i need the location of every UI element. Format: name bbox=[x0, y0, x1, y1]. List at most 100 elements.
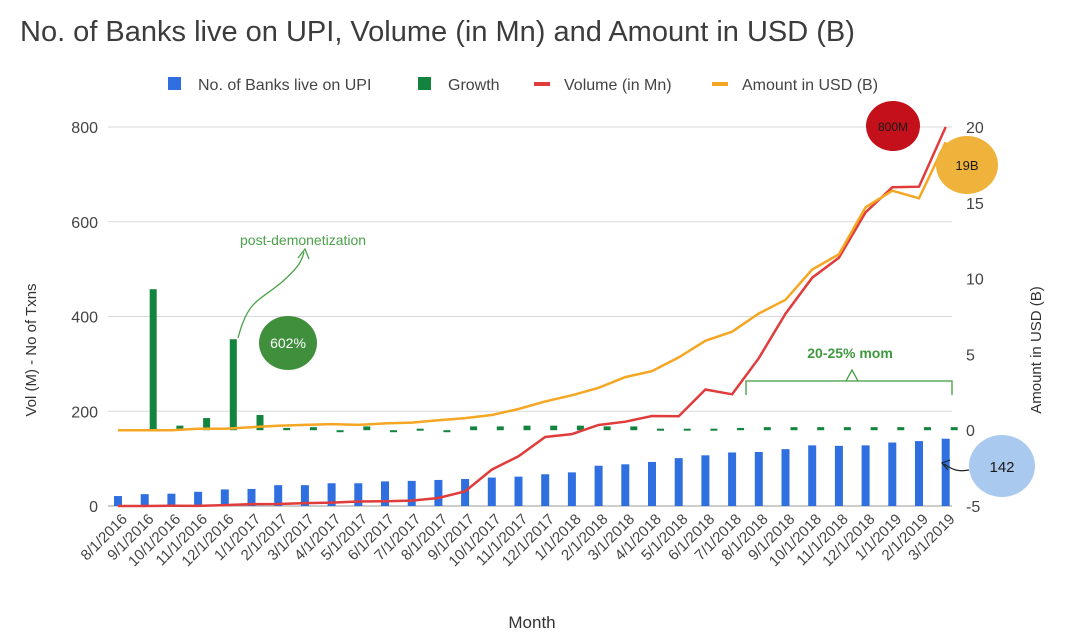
mom-label: 20-25% mom bbox=[807, 345, 893, 361]
volume-badge-label: 800M bbox=[878, 120, 908, 134]
volume-badge bbox=[866, 101, 920, 151]
growth-bar bbox=[924, 427, 931, 431]
legend-label: Growth bbox=[448, 77, 500, 94]
bank-bar bbox=[834, 445, 843, 506]
growth-bar bbox=[283, 427, 291, 431]
bank-bar bbox=[140, 494, 149, 506]
y-tick-label-right: 0 bbox=[966, 423, 975, 440]
growth-bar bbox=[790, 427, 798, 431]
growth-bar bbox=[496, 426, 504, 431]
legend-label: Amount in USD (B) bbox=[742, 77, 878, 94]
growth-bar bbox=[630, 426, 638, 431]
growth-bar bbox=[443, 430, 451, 433]
bank-bar bbox=[567, 472, 576, 506]
bank-bar bbox=[674, 458, 683, 506]
amount-badge-label: 19B bbox=[955, 158, 978, 173]
y-tick-label-right: 5 bbox=[966, 347, 975, 364]
post-demonetization-arrow bbox=[237, 251, 305, 339]
banks-badge-arrow bbox=[943, 463, 970, 472]
bank-bar bbox=[808, 445, 817, 506]
bank-bar bbox=[621, 464, 630, 506]
legend-swatch bbox=[712, 82, 728, 86]
mom-bracket bbox=[745, 380, 953, 395]
chart-title: No. of Banks live on UPI, Volume (in Mn)… bbox=[20, 16, 855, 48]
annotations: post-demonetization 602% 20-25% mom 800M 19B… bbox=[237, 101, 1035, 497]
growth-bar bbox=[763, 427, 771, 431]
arrowhead bbox=[297, 247, 310, 260]
bank-bar bbox=[300, 485, 309, 506]
y-tick-label-right: -5 bbox=[966, 499, 980, 516]
bank-bar bbox=[541, 474, 550, 506]
legend-swatch bbox=[418, 77, 431, 90]
y-tick-label-left: 800 bbox=[71, 120, 98, 137]
y-tick-label-right: 10 bbox=[966, 272, 984, 289]
y-tick-label-left: 200 bbox=[71, 404, 98, 421]
growth-bar bbox=[363, 426, 371, 431]
legend-swatch bbox=[534, 82, 550, 86]
bank-bar bbox=[781, 449, 790, 506]
bank-bar bbox=[941, 438, 950, 506]
growth-bar bbox=[149, 289, 157, 431]
bank-bar bbox=[434, 479, 443, 506]
growth-bar bbox=[309, 427, 317, 431]
bank-bar bbox=[915, 441, 923, 506]
growth-bar bbox=[950, 427, 958, 431]
bank-bar bbox=[327, 483, 336, 506]
growth-badge bbox=[259, 316, 317, 370]
bank-bar bbox=[247, 488, 256, 506]
growth-bar bbox=[550, 425, 558, 431]
growth-badge-label: 602% bbox=[270, 335, 306, 351]
volume-line bbox=[118, 126, 947, 508]
growth-bar bbox=[710, 428, 718, 431]
growth-bar bbox=[390, 430, 397, 433]
series-lines bbox=[118, 126, 947, 508]
bank-bar bbox=[754, 451, 763, 506]
growth-bar bbox=[336, 430, 344, 433]
growth-bar bbox=[843, 427, 851, 431]
growth-bar bbox=[203, 418, 211, 431]
growth-bar bbox=[897, 427, 905, 431]
arrowhead bbox=[940, 459, 951, 471]
left-axis-ticks: 0 200 400 600 800 bbox=[71, 120, 98, 516]
bank-bar bbox=[274, 485, 283, 506]
growth-bars bbox=[149, 289, 958, 433]
growth-bar bbox=[817, 427, 825, 431]
banks-bars bbox=[114, 438, 950, 506]
bank-bar bbox=[194, 491, 203, 506]
growth-bar bbox=[737, 427, 745, 431]
legend-label: Volume (in Mn) bbox=[564, 77, 672, 94]
y-axis-label-left: Vol (M) - No of Txns bbox=[23, 283, 40, 416]
y-axis-label-right: Amount in USD (B) bbox=[1028, 286, 1045, 414]
growth-bar bbox=[683, 428, 691, 431]
bank-bar bbox=[487, 477, 496, 506]
bank-bar bbox=[701, 455, 710, 506]
growth-bar bbox=[657, 428, 664, 431]
bank-bar bbox=[728, 452, 737, 506]
y-tick-label-left: 0 bbox=[89, 499, 98, 516]
growth-bar bbox=[603, 426, 611, 431]
bank-bar bbox=[594, 465, 603, 506]
bank-bar bbox=[514, 476, 523, 506]
growth-bar bbox=[523, 425, 531, 431]
right-axis-ticks: -5 0 5 10 15 20 bbox=[966, 120, 984, 516]
bank-bar bbox=[114, 496, 122, 506]
growth-bar bbox=[870, 427, 878, 431]
growth-bar bbox=[576, 425, 584, 431]
bank-bar bbox=[888, 442, 897, 506]
bank-bar bbox=[381, 481, 389, 506]
mom-bracket-notch bbox=[845, 368, 859, 382]
banks-badge-label: 142 bbox=[989, 459, 1014, 476]
amount-badge bbox=[936, 136, 998, 194]
bank-bar bbox=[407, 480, 416, 506]
bank-bar bbox=[167, 493, 176, 506]
banks-badge bbox=[969, 435, 1035, 497]
growth-bar bbox=[176, 425, 184, 431]
growth-bar bbox=[470, 426, 478, 431]
amount-line bbox=[118, 141, 947, 432]
y-tick-label-left: 600 bbox=[71, 215, 98, 232]
bank-bar bbox=[861, 445, 870, 506]
growth-bar bbox=[416, 428, 424, 431]
growth-bar bbox=[229, 339, 237, 431]
bank-bar bbox=[648, 461, 656, 506]
